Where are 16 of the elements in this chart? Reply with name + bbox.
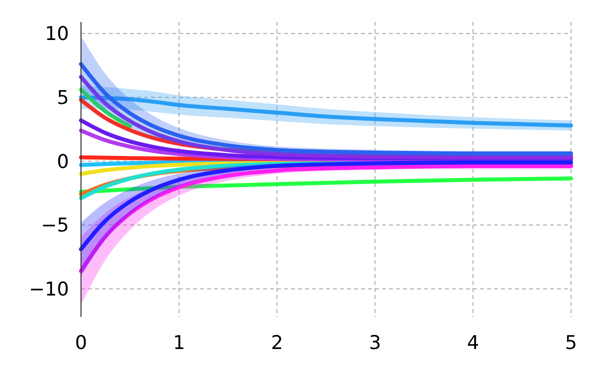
line-series bbox=[79, 176, 573, 194]
x-tick-label: 1 bbox=[172, 332, 186, 354]
y-tick-label: 10 bbox=[44, 23, 69, 46]
x-tick-label: 5 bbox=[564, 332, 578, 354]
line-series bbox=[79, 95, 573, 128]
x-tick-label: 0 bbox=[74, 332, 88, 354]
line-series bbox=[79, 62, 573, 156]
y-tick-label: −5 bbox=[40, 214, 69, 237]
x-tick-label: 4 bbox=[466, 332, 480, 354]
line-series bbox=[79, 160, 573, 252]
y-tick-label: 0 bbox=[56, 150, 69, 173]
y-tick-label: 5 bbox=[56, 86, 69, 109]
line-series bbox=[79, 74, 573, 160]
x-tick-label: 3 bbox=[368, 332, 382, 354]
y-tick-label: −10 bbox=[28, 278, 69, 301]
x-tick-label: 2 bbox=[270, 332, 284, 354]
